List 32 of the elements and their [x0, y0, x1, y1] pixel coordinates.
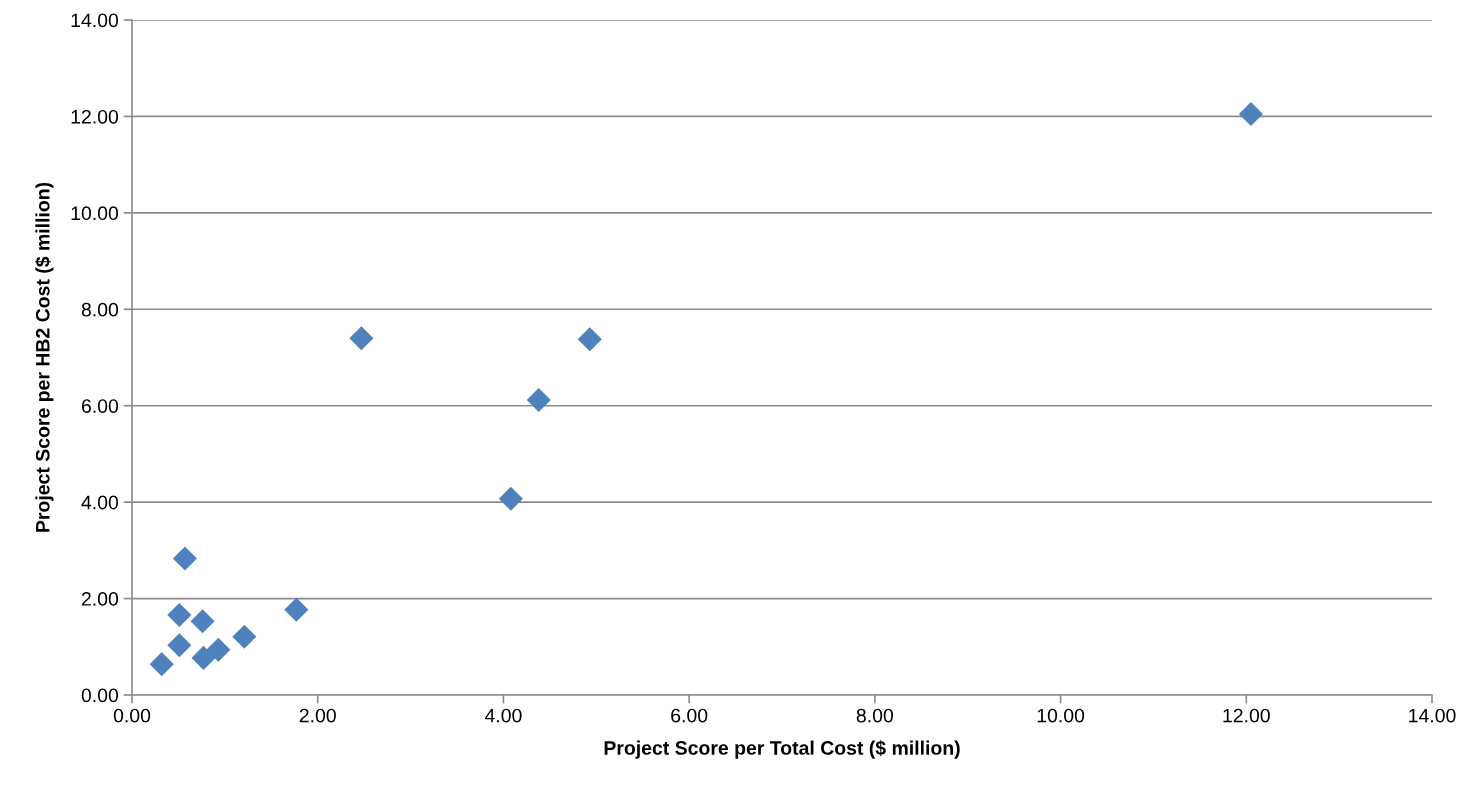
point: [577, 327, 602, 352]
x-tick-label: 6.00: [671, 708, 708, 723]
point: [191, 645, 216, 670]
y-tick-label: 10.00: [71, 206, 119, 221]
y-axis-title: Project Score per HB2 Cost ($ million): [35, 182, 54, 532]
x-tick-label: 0.00: [113, 708, 151, 723]
y-tick-label: 8.00: [81, 302, 119, 317]
point: [167, 602, 192, 627]
point: [172, 546, 197, 571]
point: [232, 624, 257, 649]
point: [284, 597, 309, 622]
x-tick-label: 2.00: [299, 708, 336, 723]
point: [349, 326, 374, 351]
point: [149, 652, 174, 677]
y-tick-label: 4.00: [81, 495, 119, 510]
point: [190, 609, 215, 634]
y-tick-label: 12.00: [71, 109, 119, 124]
point: [498, 486, 523, 511]
y-tick-label: 0.00: [81, 688, 119, 703]
point: [1238, 101, 1263, 127]
x-tick-label: 12.00: [1223, 708, 1270, 723]
y-tick-label: 6.00: [81, 399, 119, 413]
x-tick-label: 4.00: [484, 708, 522, 723]
x-axis-title: Project Score per Total Cost ($ million): [604, 740, 960, 759]
x-tick-label: 14.00: [1409, 708, 1456, 723]
x-tick-label: 8.00: [856, 708, 894, 723]
point: [526, 387, 551, 412]
point: [206, 637, 231, 662]
y-tick-label: 14.00: [71, 13, 119, 28]
y-tick-label: 2.00: [81, 592, 119, 606]
x-tick-label: 10.00: [1037, 708, 1085, 723]
point: [167, 633, 192, 658]
